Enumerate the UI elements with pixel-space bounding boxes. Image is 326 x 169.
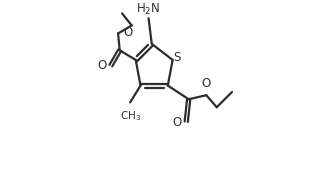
Text: CH$_3$: CH$_3$	[120, 109, 141, 123]
Text: H$_2$N: H$_2$N	[137, 2, 161, 17]
Text: O: O	[97, 59, 107, 72]
Text: S: S	[174, 51, 181, 64]
Text: O: O	[124, 26, 133, 39]
Text: O: O	[201, 77, 210, 90]
Text: O: O	[172, 116, 182, 129]
